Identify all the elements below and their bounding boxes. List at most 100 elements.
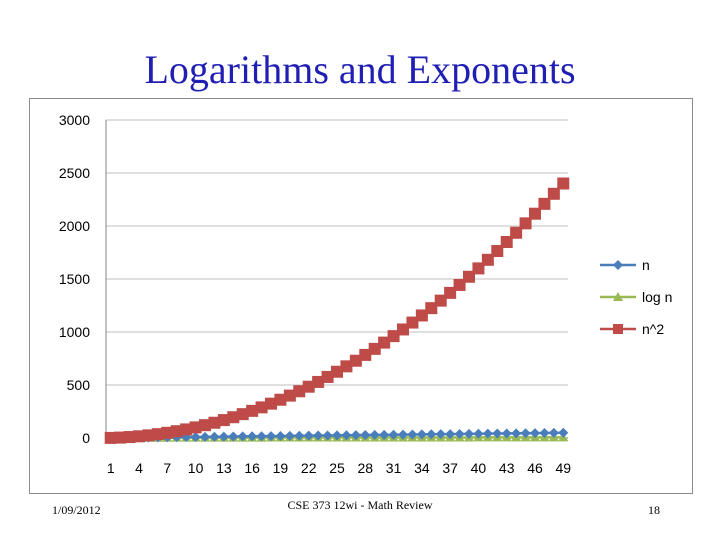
x-tick-label: 13 xyxy=(216,460,232,476)
data-point xyxy=(255,401,268,414)
data-point xyxy=(369,429,380,440)
data-point xyxy=(208,416,221,429)
data-point xyxy=(557,177,570,190)
footer-date: 1/09/2012 xyxy=(52,503,101,517)
data-point xyxy=(294,430,305,441)
data-point xyxy=(283,389,296,402)
line-chart: 0 500 1000 1500 2000 2500 3000 1 4 7 10 13 16 19 22 25 2… xyxy=(59,112,673,476)
data-point xyxy=(519,217,532,230)
data-point xyxy=(275,430,286,441)
data-point xyxy=(256,431,267,442)
y-tick-label: 2500 xyxy=(59,165,90,181)
footer-course: CSE 373 12wi - Math Review xyxy=(287,498,433,512)
x-tick-label: 37 xyxy=(442,460,458,476)
data-point xyxy=(425,302,438,315)
data-point xyxy=(463,270,475,283)
data-point xyxy=(538,197,551,210)
y-tick-label: 2000 xyxy=(59,218,90,234)
data-point xyxy=(613,260,623,270)
data-point xyxy=(426,429,437,440)
data-point xyxy=(190,431,201,442)
data-point xyxy=(161,426,174,439)
data-point xyxy=(228,431,239,442)
data-point xyxy=(200,431,210,442)
x-tick-label: 7 xyxy=(163,460,171,476)
data-point xyxy=(322,430,333,441)
data-point xyxy=(189,421,202,434)
y-tick-label: 3000 xyxy=(59,112,90,128)
data-point xyxy=(435,429,446,440)
data-point xyxy=(142,429,155,442)
data-point xyxy=(341,430,352,441)
data-point xyxy=(114,431,127,444)
y-tick-label: 1000 xyxy=(59,324,90,340)
data-point xyxy=(530,428,540,439)
data-point xyxy=(501,428,512,439)
data-point xyxy=(123,431,136,444)
data-point xyxy=(444,286,457,299)
x-tick-label: 19 xyxy=(273,460,289,476)
y-tick-label: 500 xyxy=(67,377,91,393)
data-point xyxy=(500,236,513,249)
legend-label: n^2 xyxy=(642,321,664,337)
data-point xyxy=(247,431,258,442)
data-point xyxy=(472,262,485,275)
data-point xyxy=(217,414,230,427)
data-point xyxy=(266,431,276,442)
legend-label: log n xyxy=(642,289,672,305)
data-point xyxy=(454,428,465,439)
data-point xyxy=(237,431,248,442)
legend-label: n xyxy=(642,257,650,273)
data-point xyxy=(558,427,569,438)
data-point xyxy=(265,397,277,410)
data-point xyxy=(547,187,560,200)
data-point xyxy=(491,245,504,258)
data-point xyxy=(284,430,295,441)
series-line xyxy=(110,182,565,440)
data-point xyxy=(510,226,523,239)
data-point xyxy=(406,316,419,329)
data-point xyxy=(416,429,427,440)
x-tick-label: 4 xyxy=(135,460,143,476)
data-point xyxy=(539,428,550,439)
x-tick-label: 43 xyxy=(499,460,515,476)
data-point xyxy=(368,342,381,355)
data-point xyxy=(303,430,314,441)
page-number: 18 xyxy=(648,503,660,517)
x-tick-label: 34 xyxy=(414,460,430,476)
data-point xyxy=(104,431,117,444)
data-point xyxy=(151,428,164,441)
data-point xyxy=(529,207,541,220)
data-point xyxy=(246,404,259,417)
data-point xyxy=(397,323,409,336)
data-point xyxy=(378,336,391,349)
y-tick-label: 0 xyxy=(82,430,90,446)
data-point xyxy=(492,428,503,439)
data-point xyxy=(236,408,249,421)
data-point xyxy=(302,380,315,393)
x-tick-label: 22 xyxy=(301,460,317,476)
x-tick-label: 40 xyxy=(471,460,487,476)
x-tick-label: 46 xyxy=(527,460,543,476)
data-point xyxy=(473,428,484,439)
data-point xyxy=(331,365,343,378)
x-tick-label: 31 xyxy=(386,460,402,476)
data-point xyxy=(548,427,559,438)
x-tick-label: 25 xyxy=(329,460,345,476)
data-point xyxy=(387,330,400,343)
chart-frame: 0 500 1000 1500 2000 2500 3000 1 4 7 10 13 16 19 22 25 2… xyxy=(29,98,693,494)
data-point xyxy=(520,428,531,439)
data-point xyxy=(613,292,623,301)
data-point xyxy=(332,430,342,441)
x-tick-label: 10 xyxy=(188,460,204,476)
data-point xyxy=(340,360,353,373)
data-point xyxy=(312,375,325,388)
data-point xyxy=(388,429,399,440)
data-point xyxy=(209,431,220,442)
data-point xyxy=(481,253,494,266)
data-point xyxy=(274,393,287,406)
data-point xyxy=(349,354,362,367)
data-point xyxy=(293,385,306,398)
x-tick-label: 16 xyxy=(244,460,260,476)
data-point xyxy=(133,430,145,443)
